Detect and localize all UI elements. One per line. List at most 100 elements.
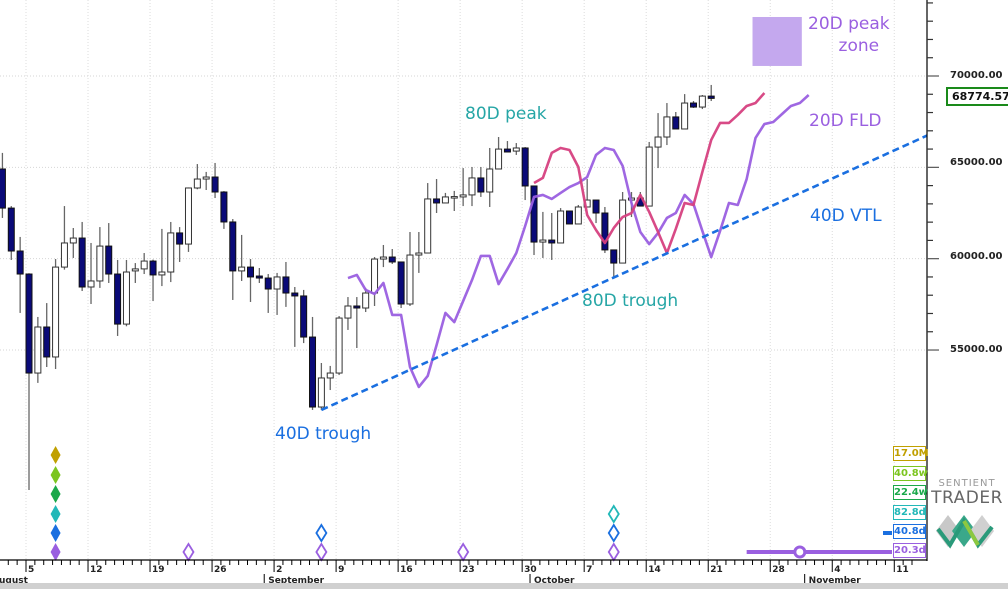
cycle-diamond-hollow xyxy=(607,504,620,524)
candle xyxy=(16,236,24,313)
cycle-label-22w[interactable]: 22.4w xyxy=(893,485,928,500)
candle-body-bear xyxy=(25,273,33,374)
cycle-diamond-hollow xyxy=(607,523,620,543)
projection-20d-center xyxy=(793,545,807,559)
candle xyxy=(247,259,254,302)
cycle-label-82d[interactable]: 82.8d xyxy=(893,505,926,520)
candle-body-bull xyxy=(335,317,343,374)
candle xyxy=(433,179,441,214)
cycle-diamond-filled xyxy=(50,543,61,561)
candle xyxy=(52,259,60,370)
candle-body-bear xyxy=(300,295,308,338)
candle-body-bear xyxy=(149,260,157,276)
candle-body-bear xyxy=(229,221,237,272)
candle-body-bull xyxy=(574,206,582,225)
candle-body-bull xyxy=(184,187,192,245)
candle-body-bull xyxy=(698,95,706,108)
candle-body-bear xyxy=(707,95,715,99)
candle-body-bull xyxy=(362,292,370,309)
candle xyxy=(273,272,281,315)
candle xyxy=(229,219,237,300)
candle-body-bull xyxy=(459,194,467,198)
candle-body-bear xyxy=(247,266,254,278)
cycle-diamond-filled xyxy=(50,524,61,542)
x-tick-label: 4 xyxy=(834,565,841,575)
candle-body-bull xyxy=(539,239,547,243)
candle-body-bull xyxy=(441,196,449,204)
x-tick-label: 26 xyxy=(214,565,227,575)
candle-body-bear xyxy=(548,239,556,244)
candle xyxy=(672,111,680,130)
candle-body-bear xyxy=(610,249,618,264)
candle-body-bull xyxy=(495,148,503,170)
candle xyxy=(539,211,547,258)
candle-body-bull xyxy=(317,377,325,408)
candle xyxy=(601,206,609,254)
candle-body-bull xyxy=(486,168,494,193)
peak-zone-label: 20D peak zone xyxy=(808,13,890,57)
candle-body-bear xyxy=(16,250,24,275)
candle xyxy=(335,316,343,376)
horizontal-scrollbar[interactable] xyxy=(0,583,1008,589)
x-month-label: October xyxy=(534,576,575,586)
vtl-40d-line xyxy=(320,134,928,412)
x-tick-label: 11 xyxy=(896,565,909,575)
candle xyxy=(34,316,42,383)
grid xyxy=(0,0,927,560)
candle-body-bear xyxy=(397,261,405,305)
y-tick-label: 65000.00 xyxy=(950,157,1003,168)
candle-body-bull xyxy=(326,372,334,379)
peak-zone-label-line2: zone xyxy=(838,36,880,56)
candle xyxy=(415,232,423,273)
candle xyxy=(344,297,352,330)
candle xyxy=(574,204,582,225)
candle xyxy=(0,152,6,218)
cycle-markers-layer xyxy=(50,446,892,562)
candle-body-bull xyxy=(663,116,671,138)
cycle-label-17m[interactable]: 17.0M xyxy=(893,446,929,461)
axes xyxy=(0,0,939,584)
candle-body-bull xyxy=(415,252,423,256)
x-month-label: September xyxy=(268,576,325,586)
y-tick-label: 55000.00 xyxy=(950,344,1003,355)
candle-body-bear xyxy=(592,199,600,214)
x-tick-label: 30 xyxy=(524,565,537,575)
annotation-20d-fld: 20D FLD xyxy=(809,111,882,131)
cycle-label-40w[interactable]: 40.8w xyxy=(893,466,928,481)
candle xyxy=(619,192,627,264)
candles-layer xyxy=(0,84,715,490)
candle-body-bear xyxy=(220,191,228,223)
candle xyxy=(25,273,33,490)
candle xyxy=(388,248,396,264)
peak-zone-layer xyxy=(752,16,802,66)
cycle-label-40d[interactable]: 40.8d xyxy=(893,524,926,539)
candle xyxy=(698,94,706,110)
logo-mark-icon xyxy=(936,515,994,549)
candle xyxy=(96,227,104,288)
candle xyxy=(211,162,219,199)
candle-body-bull xyxy=(344,305,352,319)
candle xyxy=(441,192,449,204)
candle xyxy=(309,316,317,410)
cycle-diamond-hollow xyxy=(182,542,195,562)
candle-body-bull xyxy=(167,232,175,273)
candle-body-bull xyxy=(96,245,104,282)
candle xyxy=(548,213,556,260)
candle-body-bear xyxy=(388,256,396,263)
candle-body-bear xyxy=(309,336,317,408)
cycle-label-20d[interactable]: 20.3d xyxy=(893,543,926,558)
candle xyxy=(122,259,130,327)
candle xyxy=(663,103,671,146)
candle xyxy=(167,221,175,283)
candle xyxy=(486,147,494,207)
annotation-40d-vtl: 40D VTL xyxy=(810,206,882,226)
candle-body-bull xyxy=(645,146,653,207)
cycle-diamond-filled xyxy=(50,446,61,464)
candle-body-bear xyxy=(291,292,299,297)
candle-body-bear xyxy=(255,275,263,279)
candle-body-bull xyxy=(238,266,246,272)
candle-body-bear xyxy=(433,198,441,204)
candle-body-bull xyxy=(122,271,130,325)
annotation-80d-peak: 80D peak xyxy=(465,104,547,124)
